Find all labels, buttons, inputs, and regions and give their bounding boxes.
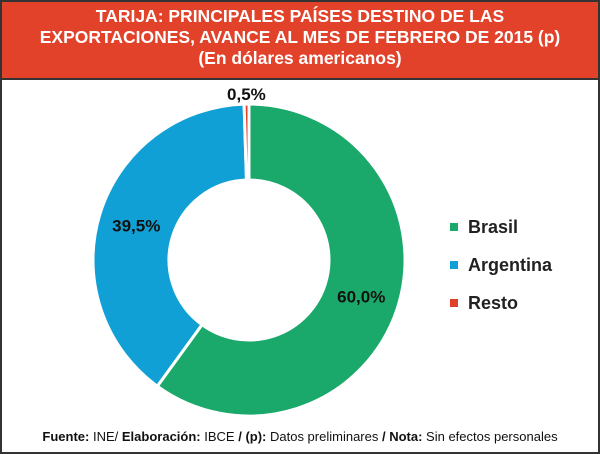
data-label-resto: 0,5% bbox=[227, 85, 266, 104]
legend-label: Argentina bbox=[468, 254, 553, 275]
footer-fuente-label: Fuente: bbox=[42, 429, 90, 444]
slice-argentina bbox=[91, 102, 249, 389]
footer-elab-label: Elaboración: bbox=[121, 429, 201, 444]
footer-fuente-value: INE/ bbox=[89, 429, 122, 444]
footer-p-value: Datos preliminares bbox=[266, 429, 382, 444]
slice-brasil bbox=[155, 102, 407, 418]
legend: Brasil Argentina Resto bbox=[450, 208, 552, 322]
legend-item-brasil: Brasil bbox=[450, 208, 552, 246]
footer-p-label: / (p): bbox=[238, 429, 267, 444]
data-label-argentina: 39,5% bbox=[112, 216, 160, 235]
footer-source: Fuente: INE/ Elaboración: IBCE / (p): Da… bbox=[2, 429, 598, 444]
footer-elab-value: IBCE bbox=[200, 429, 239, 444]
legend-swatch bbox=[450, 299, 458, 307]
legend-item-resto: Resto bbox=[450, 284, 552, 322]
slice-resto bbox=[242, 102, 251, 182]
legend-item-argentina: Argentina bbox=[450, 246, 552, 284]
chart-title: TARIJA: PRINCIPALES PAÍSES DESTINO DE LA… bbox=[2, 2, 598, 80]
footer-nota-value: Sin efectos personales bbox=[422, 429, 558, 444]
legend-label: Resto bbox=[468, 292, 519, 313]
legend-label: Brasil bbox=[468, 216, 519, 237]
data-label-brasil: 60,0% bbox=[337, 287, 385, 306]
title-line-1: TARIJA: PRINCIPALES PAÍSES DESTINO DE LA… bbox=[95, 6, 505, 26]
legend-swatch bbox=[450, 261, 458, 269]
title-line-2: EXPORTACIONES, AVANCE AL MES DE FEBRERO … bbox=[39, 27, 561, 47]
legend-swatch bbox=[450, 223, 458, 231]
footer-nota-label: / Nota: bbox=[381, 429, 423, 444]
title-line-3: (En dólares americanos) bbox=[198, 48, 402, 68]
